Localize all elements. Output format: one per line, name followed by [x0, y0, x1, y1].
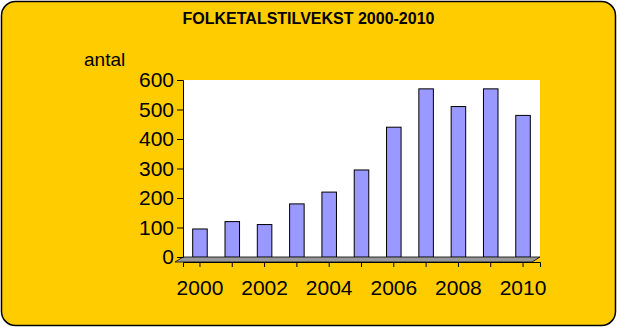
x-tick-mark: [426, 262, 427, 267]
bar: [225, 222, 240, 257]
x-tick: 2000: [177, 262, 224, 299]
x-axis-line: [184, 263, 541, 268]
x-tick: 2008: [435, 262, 482, 299]
x-tick-mark: [490, 262, 491, 267]
y-tick: 600: [139, 68, 183, 91]
x-tick-mark: [296, 262, 297, 267]
y-tick-label: 200: [139, 186, 174, 209]
x-tick: [296, 262, 297, 267]
bar: [322, 192, 337, 257]
y-tick-label: 300: [139, 157, 174, 180]
y-tick: 100: [139, 216, 183, 239]
y-tick-mark: [177, 257, 183, 258]
x-tick-mark: [199, 262, 200, 267]
x-tick: 2002: [241, 262, 288, 299]
x-tick-mark: [264, 262, 265, 267]
x-tick: [232, 262, 233, 267]
x-tick-mark: [393, 262, 394, 267]
chart: 0100200300400500600200020022004200620082…: [0, 0, 617, 327]
bar: [354, 170, 369, 257]
x-tick-mark: [329, 262, 330, 267]
bar: [257, 225, 272, 257]
x-tick-mark: [361, 262, 362, 267]
plot-area: [183, 80, 540, 257]
y-tick-mark: [177, 169, 183, 170]
y-tick-label: 100: [139, 216, 174, 239]
x-tick-label: 2004: [306, 276, 353, 299]
x-axis: 2000 2002 2004 2006 2008 2010: [177, 262, 547, 299]
bar: [483, 89, 498, 257]
x-tick-label: 2006: [370, 276, 417, 299]
bar: [387, 127, 402, 257]
x-tick: [361, 262, 362, 267]
y-tick-label: 600: [139, 68, 174, 91]
y-tick: 400: [139, 127, 183, 150]
y-tick-mark: [177, 198, 183, 199]
y-tick: 300: [139, 157, 183, 180]
y-tick-mark: [177, 228, 183, 229]
x-tick-mark: [458, 262, 459, 267]
x-tick: [426, 262, 427, 267]
y-axis-title: antal: [84, 49, 125, 70]
bar: [516, 115, 531, 257]
title: FOLKETALSTILVEKST 2000-2010: [183, 10, 435, 27]
y-tick-mark: [177, 139, 183, 140]
y-tick-label: 0: [162, 245, 174, 268]
x-tick-label: 2010: [500, 276, 547, 299]
bar: [193, 229, 208, 257]
x-tick-label: 2000: [177, 276, 224, 299]
bar: [451, 107, 466, 257]
y-axis: 0 100 200 300 400 500 600: [139, 68, 184, 268]
bar: [290, 204, 305, 257]
y-tick-mark: [177, 80, 183, 81]
bar: [419, 89, 434, 257]
bars: [193, 89, 531, 257]
y-tick-label: 400: [139, 127, 174, 150]
x-tick-label: 2008: [435, 276, 482, 299]
y-axis-line: [177, 81, 184, 258]
y-tick-mark: [177, 110, 183, 111]
y-tick: 200: [139, 186, 183, 209]
x-tick-mark: [523, 262, 524, 267]
y-tick: 500: [139, 98, 183, 121]
x-tick: [490, 262, 491, 267]
x-tick: 2004: [306, 262, 353, 299]
x-tick: 2010: [500, 262, 547, 299]
x-tick-mark: [232, 262, 233, 267]
background: [2, 2, 616, 326]
y-tick: 0: [162, 245, 183, 268]
x-tick: 2006: [370, 262, 417, 299]
floor: [175, 257, 540, 262]
y-tick-label: 500: [139, 98, 174, 121]
x-tick-label: 2002: [241, 276, 288, 299]
